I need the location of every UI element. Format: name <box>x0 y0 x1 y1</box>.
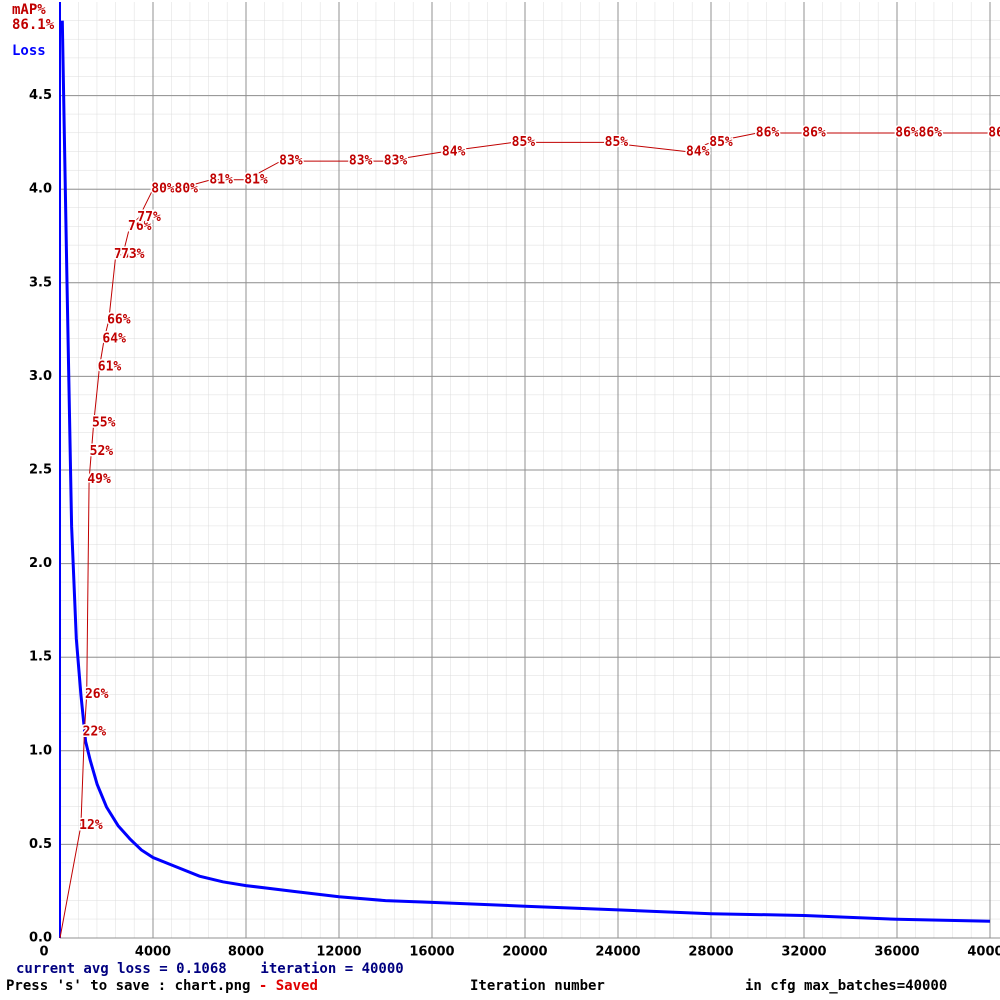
x-label: Iteration number <box>470 978 605 994</box>
value-label: 22% <box>83 725 107 740</box>
x-tick-label: 36000 <box>874 945 919 960</box>
saved: - Saved <box>250 978 317 994</box>
value-label: 85% <box>512 135 536 150</box>
y-tick-label: 2.0 <box>29 556 52 571</box>
x-tick-label: 28000 <box>688 945 733 960</box>
status-text: current avg loss = 0.1068 iteration = 40… <box>16 961 404 977</box>
value-label: 81% <box>209 172 233 187</box>
value-label: 83% <box>349 154 373 169</box>
x-tick-label: 8000 <box>228 945 264 960</box>
y-tick-label: 4.5 <box>29 88 52 103</box>
save-hint: Press 's' to save : chart.png <box>6 978 250 994</box>
value-label: 85% <box>605 135 629 150</box>
x-tick-label: 4000 <box>135 945 171 960</box>
y-tick-label: 1.5 <box>29 650 52 665</box>
x-tick-label: 16000 <box>409 945 454 960</box>
value-label: 73% <box>114 247 138 262</box>
value-label: 86% <box>988 126 1000 141</box>
value-label: 83% <box>279 154 303 169</box>
y-tick-label: 4.0 <box>29 182 52 197</box>
series-line <box>59 132 990 939</box>
value-label: 55% <box>92 416 116 431</box>
series-line <box>60 20 991 923</box>
x-tick-label: 24000 <box>595 945 640 960</box>
value-label: 86% <box>802 126 826 141</box>
x-tick-label: 20000 <box>502 945 547 960</box>
y-tick-label: 3.0 <box>29 369 52 384</box>
cfg-text: in cfg max_batches=40000 <box>745 978 947 994</box>
value-label: 86% <box>919 126 943 141</box>
y2-label: mAP% <box>12 2 46 18</box>
value-label: 83% <box>384 154 408 169</box>
y-tick-label: 0.5 <box>29 837 52 852</box>
value-label: 73% <box>121 247 145 262</box>
x-tick-label: 12000 <box>316 945 361 960</box>
value-label: 64% <box>102 331 126 346</box>
current-map: 86.1% <box>12 17 55 33</box>
y-tick-label: 2.5 <box>29 463 52 478</box>
x-tick-label: 0 <box>39 945 48 960</box>
x-tick-label: 40000 <box>967 945 1000 960</box>
value-label: 66% <box>107 313 131 328</box>
value-label: 61% <box>98 360 122 375</box>
y-label: Loss <box>12 43 46 59</box>
value-label: 26% <box>85 687 109 702</box>
value-label: 86% <box>895 126 919 141</box>
value-label: 77% <box>137 210 161 225</box>
save-text: Press 's' to save : chart.png - Saved <box>6 978 318 994</box>
value-label: 81% <box>244 172 268 187</box>
value-label: 80% <box>151 182 175 197</box>
grid: 0.0 0.5 1.0 1.5 2.0 2.5 3.0 3.5 4.0 4.5 0 4000 8000 1… <box>29 2 1000 960</box>
y-tick-label: 0.0 <box>29 931 52 946</box>
value-label: 76% <box>128 219 152 234</box>
value-label: 80% <box>175 182 199 197</box>
value-label: 12% <box>79 818 103 833</box>
value-label: 85% <box>709 135 733 150</box>
value-label: 49% <box>87 472 111 487</box>
value-label: 84% <box>442 144 466 159</box>
y-tick-label: 1.0 <box>29 743 52 758</box>
value-label: 52% <box>90 444 114 459</box>
value-label: 84% <box>686 144 710 159</box>
x-tick-label: 32000 <box>781 945 826 960</box>
marks: 12% 22% 26% 49% 52% 55% 61% 64% 66% 73%73% 76%77% 8… <box>59 20 1000 939</box>
y-tick-label: 3.5 <box>29 275 52 290</box>
value-label: 86% <box>756 126 780 141</box>
